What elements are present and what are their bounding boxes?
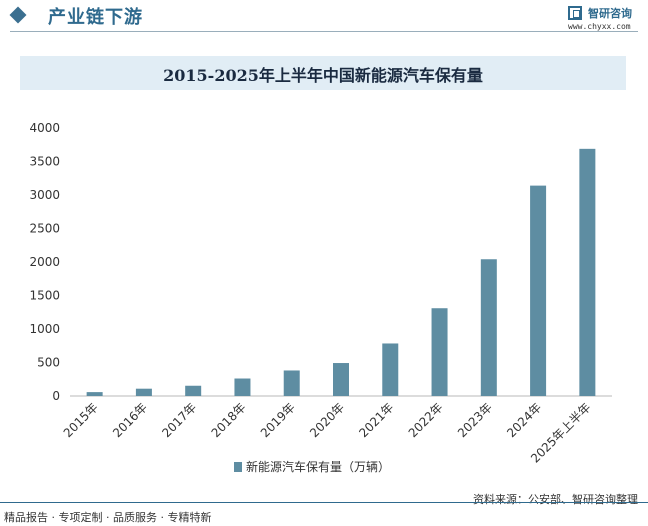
x-tick-label: 2015年: [61, 400, 101, 440]
source-note: 资料来源：公安部、智研咨询整理: [473, 493, 638, 506]
chart-title-band: 2015-2025年上半年中国新能源汽车保有量: [20, 56, 626, 90]
section-title: 产业链下游: [48, 7, 143, 28]
bar: [530, 185, 547, 396]
y-tick-label: 2000: [29, 255, 60, 269]
chart-title: 2015-2025年上半年中国新能源汽车保有量: [163, 66, 483, 85]
footer-divider: [0, 502, 648, 503]
legend-swatch: [234, 462, 242, 472]
y-tick-label: 4000: [29, 121, 60, 135]
bar: [333, 363, 349, 396]
x-tick-label: 2019年: [258, 400, 298, 440]
y-tick-label: 3000: [29, 188, 60, 202]
x-tick-label: 2017年: [159, 400, 199, 440]
logo-name: 智研咨询: [588, 7, 632, 20]
y-tick-label: 1000: [29, 322, 60, 336]
bar: [86, 392, 103, 396]
y-tick-label: 2500: [29, 222, 60, 236]
legend-label: 新能源汽车保有量（万辆）: [246, 460, 391, 474]
x-tick-label: 2016年: [110, 400, 150, 440]
x-tick-label: 2022年: [406, 400, 446, 440]
bar: [283, 370, 300, 396]
bar: [431, 308, 448, 396]
footer-tagline: 精品报告 · 专项定制 · 品质服务 · 专精特新: [4, 511, 212, 524]
bar: [234, 378, 251, 396]
header-divider: [10, 31, 638, 32]
bar: [579, 148, 596, 396]
logo-icon: [568, 6, 582, 20]
logo-url: www.chyxx.com: [568, 22, 631, 31]
bar: [185, 385, 202, 396]
x-tick-label: 2024年: [504, 400, 544, 440]
x-tick-label: 2021年: [356, 400, 396, 440]
bar: [382, 343, 399, 396]
x-tick-label: 2018年: [209, 400, 249, 440]
brand-logo: 智研咨询 www.chyxx.com: [568, 4, 644, 32]
y-tick-label: 0: [52, 389, 60, 403]
x-tick-label: 2020年: [307, 400, 347, 440]
header-bar: 产业链下游 智研咨询 www.chyxx.com: [0, 0, 648, 34]
bar: [480, 259, 497, 396]
x-tick-label: 2023年: [455, 400, 495, 440]
y-tick-label: 1500: [29, 289, 60, 303]
y-tick-label: 500: [37, 356, 60, 370]
y-tick-label: 3500: [29, 155, 60, 169]
bar: [135, 388, 152, 396]
